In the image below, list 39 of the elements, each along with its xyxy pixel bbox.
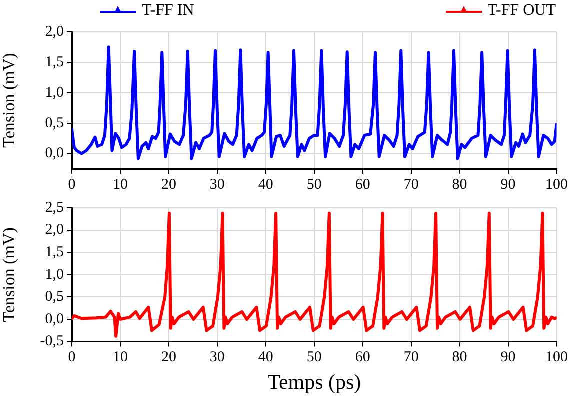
y-tick-label: 1,0	[45, 84, 64, 101]
x-tick-label: 80	[452, 350, 468, 366]
x-tick-label: 70	[404, 176, 419, 193]
x-tick-label: 20	[161, 350, 176, 366]
y-tick-label: 1,5	[45, 244, 64, 261]
y-tick-label: 2,0	[45, 222, 64, 238]
x-tick-label: 40	[258, 350, 274, 366]
x-tick-label: 40	[258, 176, 274, 193]
x-tick-label: 60	[355, 350, 370, 366]
y-tick-label: 0,0	[45, 146, 64, 162]
y-tick-label: 0,5	[45, 115, 64, 132]
y-tick-label: 1,5	[45, 54, 64, 70]
y-tick-label: 0,0	[45, 311, 64, 328]
x-tick-label: 50	[306, 176, 322, 193]
y-tick-label: 2,0	[45, 24, 64, 40]
x-tick-label: 100	[546, 350, 568, 366]
x-tick-label: 20	[161, 176, 176, 193]
x-axis-title: Temps (ps)	[268, 370, 362, 394]
y-axis-title: Tension (mV)	[0, 228, 19, 322]
x-tick-label: 70	[404, 350, 419, 366]
x-tick-label: 10	[112, 350, 128, 366]
y-axis-title: Tension (mV)	[0, 53, 19, 148]
x-tick-label: 80	[452, 176, 468, 193]
x-tick-label: 50	[306, 350, 322, 366]
y-tick-label: -0,5	[40, 334, 64, 350]
x-tick-label: 100	[546, 176, 568, 193]
x-tick-label: 90	[500, 350, 516, 366]
x-tick-label: 30	[210, 176, 225, 193]
x-tick-label: 30	[210, 350, 225, 366]
y-tick-label: 2,5	[45, 200, 64, 216]
x-tick-label: 10	[112, 176, 128, 193]
x-tick-label: 0	[68, 176, 76, 193]
y-tick-label: 0,5	[45, 289, 64, 306]
x-tick-label: 90	[500, 176, 516, 193]
legend-label: T-FF OUT	[488, 2, 556, 20]
x-tick-label: 0	[68, 350, 76, 366]
legend-label: T-FF IN	[142, 2, 194, 20]
x-tick-label: 60	[355, 176, 370, 193]
y-tick-label: 1,0	[45, 266, 64, 283]
